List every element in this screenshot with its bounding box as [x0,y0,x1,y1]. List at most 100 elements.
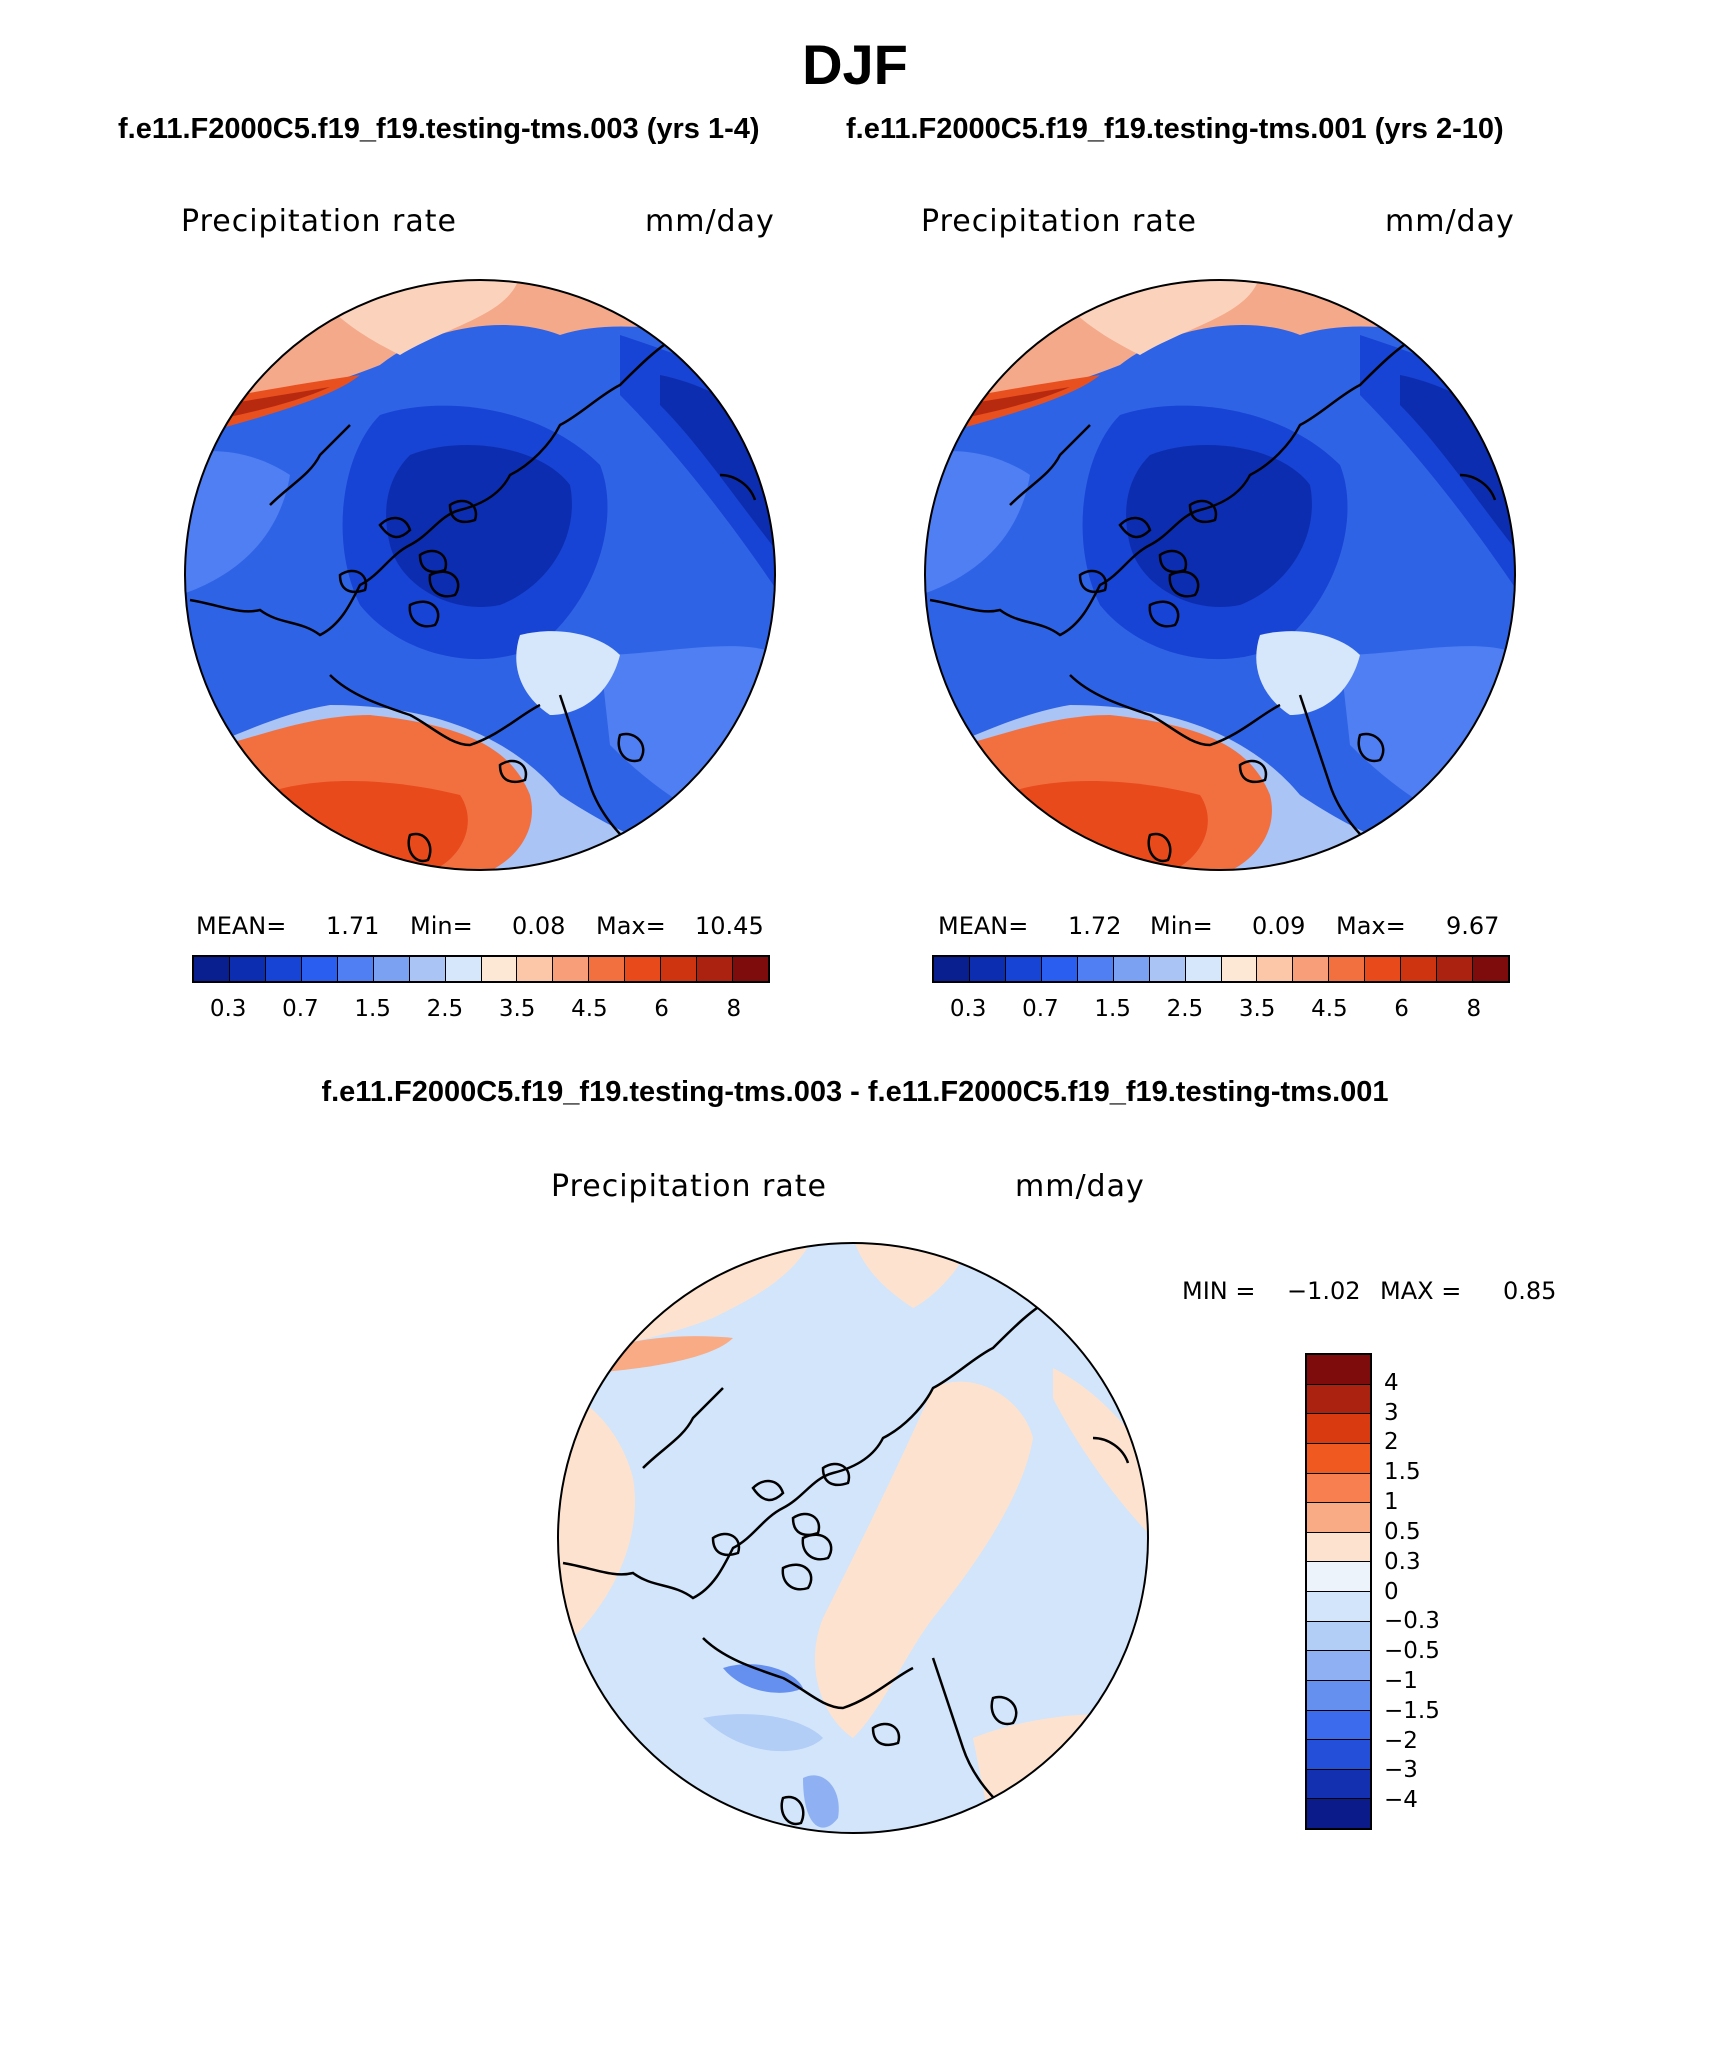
colorbar-swatch [1307,1443,1370,1474]
colorbar-tick-label: −4 [1384,1787,1418,1814]
colorbar-swatch [194,957,230,981]
panel1-polar-map [184,279,776,871]
colorbar-tick-label: 4.5 [1311,996,1348,1022]
colorbar-tick-label: −1 [1384,1667,1418,1694]
colorbar-tick-label: 4 [1384,1369,1399,1396]
case1-title: f.e11.F2000C5.f19_f19.testing-tms.003 (y… [118,113,760,145]
panel1-mean-label: MEAN= [196,912,287,940]
colorbar-swatch [1077,957,1114,981]
colorbar-tick-label: −0.5 [1384,1638,1440,1665]
diff-min-label: MIN = [1182,1277,1256,1305]
panel2-variable-label: Precipitation rate [921,204,1197,239]
panel2-min-value: 0.09 [1252,912,1306,940]
colorbar-swatch [1257,957,1294,981]
colorbar-swatch [661,957,698,981]
colorbar-swatch [1307,1503,1370,1533]
panel2-colorbar [932,955,1510,983]
colorbar-swatch [1307,1680,1370,1711]
colorbar-tick-label: 6 [654,996,669,1022]
diff-title: f.e11.F2000C5.f19_f19.testing-tms.003 - … [321,1076,1389,1108]
colorbar-swatch [1307,1592,1370,1622]
panel1-colorbar [192,955,770,983]
colorbar-tick-label: −2 [1384,1727,1418,1754]
colorbar-swatch [1185,957,1222,981]
colorbar-tick-label: 1.5 [1384,1459,1421,1486]
colorbar-swatch [697,957,734,981]
colorbar-swatch [553,957,590,981]
colorbar-swatch [301,957,338,981]
panel1-units-label: mm/day [645,204,775,239]
panel2-max-label: Max= [1336,912,1406,940]
colorbar-swatch [1329,957,1366,981]
colorbar-tick-label: −1.5 [1384,1697,1440,1724]
panel1-mean-value: 1.71 [326,912,380,940]
colorbar-tick-label: −3 [1384,1757,1418,1784]
diff-variable-label: Precipitation rate [551,1169,827,1204]
colorbar-swatch [1149,957,1186,981]
case2-title: f.e11.F2000C5.f19_f19.testing-tms.001 (y… [846,113,1504,145]
colorbar-swatch [969,957,1006,981]
colorbar-swatch [1307,1651,1370,1681]
panel2-mean-value: 1.72 [1068,912,1122,940]
colorbar-tick-label: 0.3 [949,996,987,1022]
colorbar-tick-label: 0.3 [209,996,247,1022]
colorbar-tick-label: 1.5 [354,996,391,1022]
colorbar-swatch [1113,957,1150,981]
colorbar-swatch [481,957,518,981]
colorbar-swatch [1307,1562,1370,1592]
colorbar-tick-label: 0.7 [282,996,319,1022]
colorbar-swatch [1401,957,1438,981]
colorbar-tick-label: 2.5 [426,996,464,1022]
diff-min-value: −1.02 [1287,1277,1361,1305]
panel2-mean-label: MEAN= [938,912,1029,940]
colorbar-swatch [1293,957,1330,981]
colorbar-swatch [517,957,554,981]
colorbar-swatch [337,957,374,981]
colorbar-swatch [445,957,482,981]
colorbar-swatch [1307,1621,1370,1652]
colorbar-tick-label: 8 [726,996,742,1022]
colorbar-swatch [934,957,970,981]
panel2-max-value: 9.67 [1446,912,1500,940]
colorbar-tick-label: 0.7 [1022,996,1059,1022]
colorbar-tick-label: 0.5 [1384,1518,1421,1545]
panel2-units-label: mm/day [1385,204,1515,239]
panel1-max-label: Max= [596,912,666,940]
colorbar-swatch [589,957,626,981]
colorbar-swatch [1307,1532,1370,1563]
colorbar-swatch [1307,1473,1370,1504]
colorbar-tick-label: 0.3 [1384,1548,1421,1575]
diff-max-label: MAX = [1380,1277,1462,1305]
colorbar-tick-label: 2.5 [1166,996,1204,1022]
panel2-min-label: Min= [1150,912,1213,940]
panel2-polar-map [924,279,1516,871]
colorbar-swatch [1365,957,1402,981]
colorbar-tick-label: 3.5 [498,996,536,1022]
colorbar-swatch [1307,1355,1370,1385]
colorbar-swatch [1307,1740,1370,1770]
colorbar-tick-label: 8 [1466,996,1482,1022]
colorbar-swatch [1307,1414,1370,1444]
colorbar-tick-label: 4.5 [571,996,608,1022]
colorbar-swatch [1307,1769,1370,1800]
colorbar-swatch [1005,957,1042,981]
colorbar-tick-label: 3 [1384,1399,1399,1426]
colorbar-tick-label: 2 [1384,1429,1399,1456]
colorbar-tick-label: 6 [1394,996,1409,1022]
panel1-min-label: Min= [410,912,473,940]
colorbar-swatch [373,957,410,981]
colorbar-swatch [229,957,266,981]
colorbar-swatch [1437,957,1474,981]
colorbar-swatch [1041,957,1078,981]
colorbar-tick-label: 3.5 [1238,996,1276,1022]
colorbar-swatch [1307,1799,1370,1828]
colorbar-tick-label: 1 [1384,1489,1399,1516]
panel1-variable-label: Precipitation rate [181,204,457,239]
colorbar-swatch [733,957,768,981]
diff-max-value: 0.85 [1503,1277,1557,1305]
diff-polar-map [557,1242,1149,1834]
colorbar-tick-label: 0 [1384,1578,1399,1605]
colorbar-swatch [1473,957,1508,981]
colorbar-tick-label: −0.3 [1384,1608,1440,1635]
diff-units-label: mm/day [1015,1169,1145,1204]
